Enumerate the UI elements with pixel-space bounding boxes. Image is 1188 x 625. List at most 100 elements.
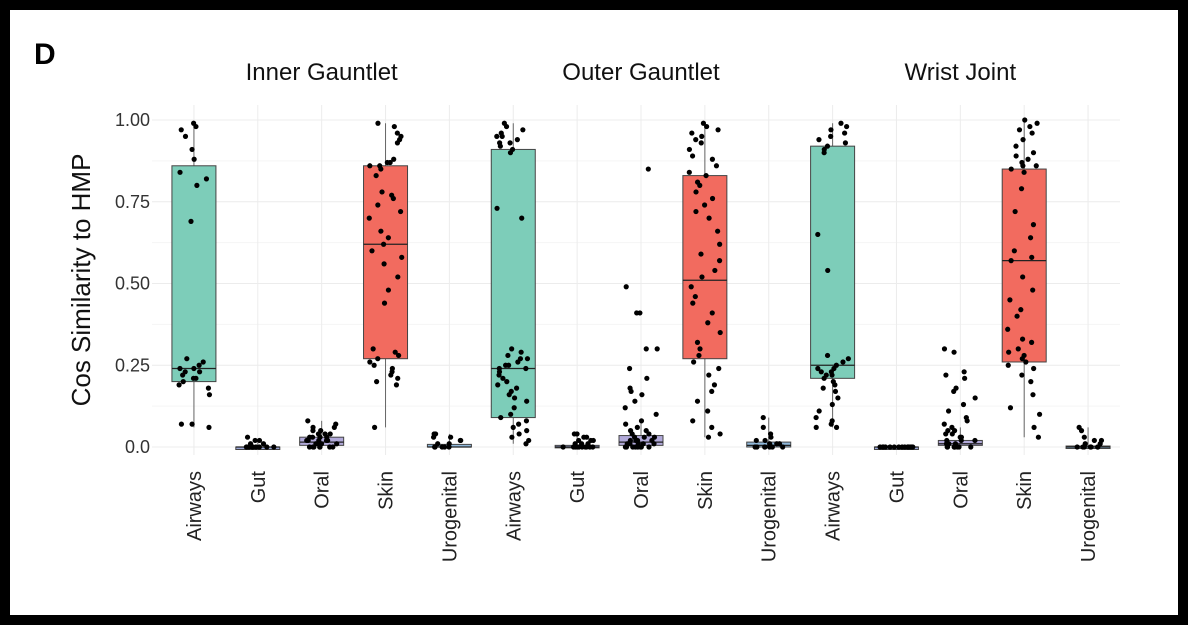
data-point bbox=[1031, 424, 1037, 430]
data-point bbox=[1011, 248, 1017, 254]
data-point bbox=[574, 431, 580, 437]
data-point bbox=[694, 398, 701, 404]
data-point bbox=[1030, 150, 1037, 156]
data-point bbox=[176, 382, 182, 388]
data-point bbox=[371, 362, 377, 368]
data-point bbox=[1007, 297, 1013, 303]
data-point bbox=[1030, 392, 1036, 398]
y-tick-label: 0.0 bbox=[125, 437, 150, 457]
data-point bbox=[390, 195, 396, 202]
data-point bbox=[1031, 365, 1037, 372]
data-point bbox=[371, 424, 378, 430]
x-tick-label: Urogenital bbox=[1078, 471, 1100, 562]
data-point bbox=[184, 356, 190, 362]
data-point bbox=[637, 310, 643, 316]
data-point bbox=[394, 140, 401, 146]
data-point bbox=[709, 195, 716, 202]
data-point bbox=[968, 444, 974, 450]
data-point bbox=[306, 444, 313, 450]
data-point bbox=[1012, 208, 1018, 215]
data-point bbox=[829, 372, 835, 378]
data-point bbox=[508, 411, 514, 417]
data-point bbox=[821, 150, 827, 156]
facet-title: Wrist Joint bbox=[905, 59, 1017, 86]
data-point bbox=[560, 444, 566, 450]
data-point bbox=[378, 228, 384, 234]
data-point bbox=[960, 401, 967, 408]
data-point bbox=[394, 130, 400, 136]
data-point bbox=[693, 137, 699, 143]
data-point bbox=[760, 424, 766, 430]
data-point bbox=[189, 421, 195, 427]
x-tick-label: Urogenital bbox=[759, 471, 781, 562]
data-point bbox=[645, 166, 651, 172]
x-tick-label: Oral bbox=[312, 471, 334, 509]
data-point bbox=[902, 444, 908, 450]
data-point bbox=[639, 392, 645, 398]
data-point bbox=[698, 140, 704, 146]
data-point bbox=[505, 352, 511, 359]
data-point bbox=[392, 349, 398, 355]
x-tick-label: Gut bbox=[248, 471, 270, 504]
data-point bbox=[820, 385, 826, 391]
data-point bbox=[393, 382, 400, 388]
data-point bbox=[1019, 356, 1025, 362]
data-point bbox=[375, 120, 381, 126]
box-airways bbox=[171, 165, 217, 383]
data-point bbox=[511, 395, 518, 401]
data-point bbox=[651, 441, 657, 447]
data-point bbox=[503, 123, 510, 130]
data-point bbox=[375, 202, 381, 208]
data-point bbox=[506, 392, 512, 398]
data-point bbox=[1034, 120, 1040, 126]
data-point bbox=[813, 424, 819, 430]
facet-title: Inner Gauntlet bbox=[246, 59, 398, 86]
x-tick-label: Airways bbox=[823, 471, 845, 541]
data-point bbox=[500, 375, 506, 381]
data-point bbox=[887, 444, 893, 450]
data-point bbox=[623, 444, 630, 450]
data-point bbox=[520, 127, 526, 133]
data-point bbox=[907, 444, 913, 450]
data-point bbox=[1005, 362, 1011, 368]
data-point bbox=[206, 392, 213, 398]
data-point bbox=[178, 127, 184, 133]
data-point bbox=[331, 424, 337, 430]
data-point bbox=[623, 284, 629, 290]
data-point bbox=[832, 388, 839, 395]
data-point bbox=[310, 428, 316, 434]
y-tick-label: 1.00 bbox=[115, 110, 150, 130]
data-point bbox=[689, 130, 695, 136]
data-point bbox=[189, 146, 195, 153]
data-point bbox=[200, 359, 206, 365]
data-point bbox=[686, 169, 692, 175]
data-point bbox=[1030, 222, 1037, 228]
x-tick-label: Oral bbox=[631, 471, 653, 509]
data-point bbox=[1013, 143, 1019, 149]
data-point bbox=[1021, 169, 1027, 175]
data-point bbox=[825, 267, 831, 274]
boxplot-chart: 0.0 0.25 0.50 0.75 1.00 Inner Gauntlet Airways… bbox=[66, 59, 1120, 562]
data-point bbox=[815, 365, 821, 372]
data-point bbox=[844, 123, 850, 130]
data-point bbox=[397, 208, 404, 215]
y-tick-label: 0.25 bbox=[115, 355, 150, 375]
data-point bbox=[780, 444, 786, 450]
data-point bbox=[196, 362, 202, 368]
data-point bbox=[972, 395, 978, 401]
data-point bbox=[260, 441, 267, 447]
data-point bbox=[194, 182, 200, 188]
x-tick-label: Skin bbox=[376, 471, 398, 510]
x-tick-label: Skin bbox=[1014, 471, 1036, 510]
data-point bbox=[717, 241, 723, 247]
data-point bbox=[1028, 379, 1034, 385]
data-point bbox=[572, 444, 578, 450]
data-point bbox=[693, 208, 699, 215]
data-point bbox=[709, 424, 715, 430]
data-point bbox=[644, 375, 650, 381]
data-point bbox=[191, 365, 197, 372]
data-point bbox=[838, 120, 844, 126]
data-point bbox=[653, 411, 659, 417]
data-point bbox=[951, 444, 957, 450]
data-point bbox=[699, 133, 705, 139]
